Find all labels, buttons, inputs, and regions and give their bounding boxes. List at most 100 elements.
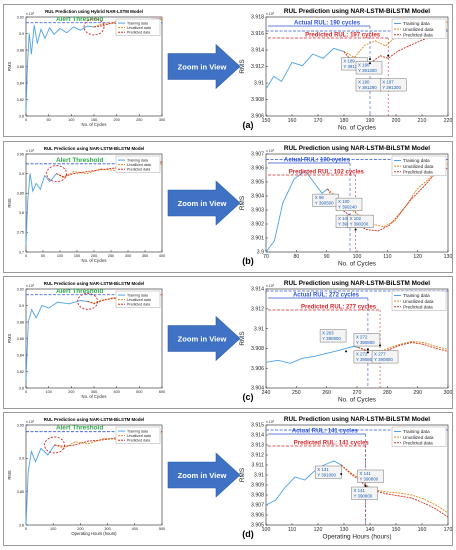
data-point — [73, 26, 74, 28]
data-point — [282, 202, 284, 204]
data-point — [28, 33, 30, 34]
data-point — [447, 351, 449, 352]
zoom-arrow: Zoom in View — [167, 452, 241, 498]
series-line-0 — [25, 25, 95, 112]
y-axis-label: RMS — [7, 198, 12, 208]
x-tick-label: 250 — [292, 390, 301, 396]
data-tip-marker — [364, 485, 367, 487]
figure-panel: RUL Prediction using NAR-LSTM-BiLSTM Mod… — [3, 276, 453, 409]
alert-threshold-label: Alert Threshold — [56, 16, 103, 23]
y-tick-label: 3.904 — [251, 386, 264, 392]
predicted-rul-label: Predicted RUL: 277 cycles — [301, 305, 377, 311]
left-chart: RUL Prediction using NAR-LSTM-BiLSTM Mod… — [7, 146, 165, 263]
data-point — [31, 309, 33, 310]
data-point — [49, 27, 50, 29]
y-tick-label: 3.84 — [17, 353, 24, 357]
data-point — [423, 498, 425, 500]
data-point — [40, 447, 42, 449]
legend-entry: Unutilized data — [127, 434, 151, 438]
data-tip-box — [347, 214, 374, 228]
data-point — [161, 161, 163, 163]
legend-box — [391, 290, 447, 311]
data-tip-box — [353, 333, 381, 347]
x-tick-label: 300 — [104, 527, 110, 531]
x-tick-label: 190 — [366, 118, 375, 124]
data-point — [35, 461, 36, 463]
data-tip-x: X 96 — [315, 195, 325, 200]
x-tick-label: 500 — [159, 527, 165, 531]
x-tick-label: 200 — [91, 254, 97, 258]
data-point — [47, 454, 49, 456]
legend-box — [115, 155, 161, 173]
legend-box — [115, 290, 161, 308]
data-point — [423, 502, 425, 504]
y-tick-label: 3.85 — [17, 191, 24, 195]
data-point — [447, 21, 449, 23]
data-tip-marker — [379, 344, 382, 347]
data-point — [293, 178, 295, 180]
data-tip[interactable]: X 96Y 390500 — [312, 193, 340, 209]
data-point — [421, 39, 423, 41]
x-axis-label: No. of Cycles — [82, 122, 107, 127]
data-tip-y: Y 390240 — [338, 205, 357, 210]
x-tick-label: 210 — [418, 118, 427, 124]
data-point — [302, 357, 303, 359]
data-point — [86, 25, 88, 27]
x-tick-label: 50 — [41, 254, 45, 258]
x-tick-label: 120 — [314, 527, 323, 533]
data-point — [423, 344, 425, 345]
x-tick-label: 400 — [132, 527, 138, 531]
figure-panel: RUL Prediction using NAR-LSTM-BiLSTM Mod… — [3, 412, 453, 546]
data-point — [100, 169, 102, 171]
y-axis-label: RMS — [239, 331, 246, 345]
x-tick-label: 180 — [340, 118, 349, 124]
data-point — [411, 198, 412, 200]
y-tick-label: 3.911 — [251, 463, 264, 469]
x-tick-label: 70 — [263, 254, 269, 260]
x-tick-label: 150 — [262, 118, 271, 124]
zoom-arrow: Zoom in View — [167, 315, 241, 362]
data-point — [25, 524, 27, 526]
data-point — [107, 24, 108, 25]
data-point — [161, 18, 163, 19]
data-point — [27, 321, 29, 323]
data-point — [25, 379, 27, 381]
data-point — [327, 188, 328, 190]
data-point — [400, 212, 401, 214]
y-tick-label: 3.908 — [251, 97, 264, 103]
x-tick-label: 240 — [262, 390, 271, 396]
legend-entry: Predicted data — [403, 169, 433, 174]
data-point — [398, 50, 399, 52]
x-tick-label: 350 — [142, 254, 148, 258]
data-tip-x: X 100 — [338, 199, 350, 204]
data-tip-x: X 131 — [317, 467, 329, 472]
right-chart: RUL Prediction using NAR-LSTM-BiLSTM Mod… — [239, 8, 452, 132]
data-point — [326, 353, 328, 354]
data-point — [380, 55, 381, 57]
y-tick-label: 3.901 — [251, 236, 264, 242]
data-point — [74, 441, 76, 443]
y-tick-label: 3.902 — [251, 222, 264, 228]
x-tick-label: 260 — [322, 390, 331, 396]
x-tick-label: 150 — [392, 527, 401, 533]
data-point — [29, 173, 31, 174]
legend-entry: Training data — [127, 158, 148, 162]
data-point — [56, 173, 57, 174]
data-point — [385, 45, 386, 47]
data-point — [100, 168, 102, 170]
data-tip-x: X 141 — [353, 488, 365, 493]
y-tick-label: 3.906 — [251, 166, 264, 172]
y-tick-label: 3.91 — [254, 326, 264, 332]
